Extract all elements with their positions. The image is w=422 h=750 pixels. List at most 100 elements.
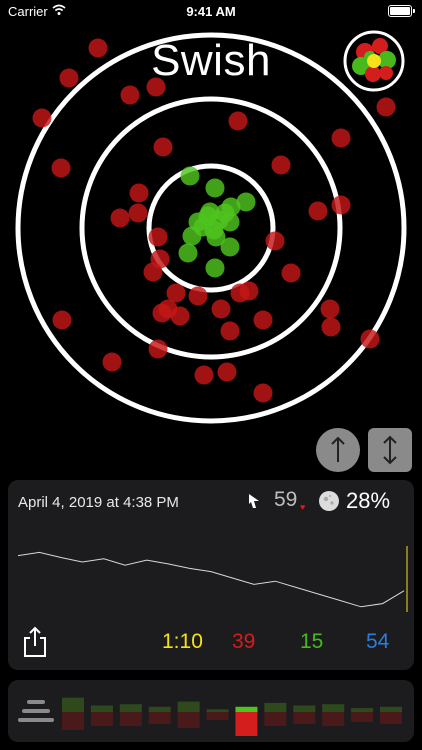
wifi-icon [52,4,66,15]
arrow-updown-icon [383,435,397,465]
miss-shot [211,299,231,319]
stat-makes: 15 [300,630,324,653]
history-miss-bar[interactable] [62,712,84,730]
arrow-up-icon [331,436,345,462]
history-miss-bar[interactable] [90,712,113,726]
history-make-bar[interactable] [119,704,142,712]
miss-shot [228,111,248,131]
miss-shot [110,208,130,228]
session-card[interactable]: April 4, 2019 at 4:38 PM 59 ♥ 28% 1:10 3… [8,480,414,670]
battery-icon [388,5,415,17]
history-make-bar[interactable] [351,708,374,712]
history-make-bar[interactable] [235,706,258,712]
stat-time: 1:10 [162,630,203,653]
make-shot [200,202,220,222]
history-make-bar[interactable] [380,706,402,712]
heart-rate: 59 [274,488,298,511]
session-date: April 4, 2019 at 4:38 PM [18,494,179,511]
miss-shot [376,97,396,117]
miss-shot [239,281,259,301]
direction-arrow-icon [249,494,259,508]
miss-shot [253,310,273,330]
history-miss-bar[interactable] [380,712,402,724]
app-title: Swish [151,36,271,85]
miss-shot [51,158,71,178]
make-shot [205,258,225,278]
stat-total: 54 [366,630,390,653]
history-make-bar[interactable] [62,697,84,712]
history-miss-bar[interactable] [177,712,200,728]
miss-shot [331,128,351,148]
shot-target[interactable] [0,0,422,470]
target-ring-inner [146,163,276,293]
miss-shot [194,365,214,385]
miss-shot [320,299,340,319]
miss-shot [170,306,190,326]
miss-shot [281,263,301,283]
make-shot [236,192,256,212]
history-miss-bar[interactable] [351,712,374,722]
history-make-bar[interactable] [264,702,287,712]
miss-shot [102,352,122,372]
make-shot [193,217,213,237]
miss-shot [220,321,240,341]
miss-shot [188,286,208,306]
miss-shots [32,38,396,403]
make-percentage: 28% [346,488,391,513]
heart-icon: ♥ [300,502,306,512]
history-bars[interactable] [62,686,402,736]
make-shot [220,237,240,257]
history-miss-bar[interactable] [264,712,287,726]
history-make-bar[interactable] [148,706,171,712]
history-strip[interactable] [8,680,414,742]
miss-shot [148,227,168,247]
history-miss-bar[interactable] [206,712,229,720]
clock: 9:41 AM [186,4,236,19]
miss-shot [308,201,328,221]
carrier-label: Carrier [8,4,48,19]
make-shots [178,166,256,278]
miss-shot [143,262,163,282]
share-icon[interactable] [22,626,48,658]
history-make-bar[interactable] [322,704,345,712]
miss-shot [166,283,186,303]
history-make-bar[interactable] [90,705,113,713]
trend-sparkline [17,546,408,612]
history-miss-bar[interactable] [322,712,345,726]
arrow-up-button[interactable] [316,428,360,472]
make-shot [215,203,235,223]
history-miss-bar[interactable] [119,712,142,726]
miss-shot [153,137,173,157]
history-make-bar[interactable] [177,701,200,712]
history-miss-bar[interactable] [148,712,171,724]
miss-shot [52,310,72,330]
history-miss-bar[interactable] [293,712,316,724]
miss-shot [253,383,273,403]
miss-shot [271,155,291,175]
miss-shot [321,317,341,337]
make-shot [180,166,200,186]
ball-cluster-icon[interactable] [343,30,405,92]
make-shot [178,243,198,263]
miss-shot [32,108,52,128]
miss-shot [217,362,237,382]
miss-shot [129,183,149,203]
moon-icon [319,491,339,511]
history-make-bar[interactable] [206,709,229,712]
miss-shot [331,195,351,215]
stat-misses: 39 [232,630,256,653]
miss-shot [360,329,380,349]
miss-shot [120,85,140,105]
menu-icon[interactable] [18,698,54,724]
target-ring-outer [15,32,407,424]
miss-shot [88,38,108,58]
miss-shot [128,203,148,223]
make-shot [205,178,225,198]
make-shot [206,227,226,247]
miss-shot [148,339,168,359]
arrow-updown-button[interactable] [368,428,412,472]
history-make-bar[interactable] [293,705,316,713]
status-bar: Carrier 9:41 AM [0,0,422,22]
history-miss-bar[interactable] [235,712,258,736]
miss-shot [265,231,285,251]
